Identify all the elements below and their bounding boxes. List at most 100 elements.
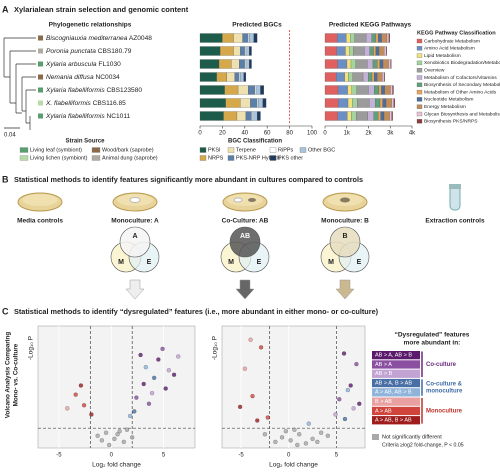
plot-area — [37, 325, 196, 449]
legend-label: PKS other — [278, 155, 303, 161]
legend-swatch — [416, 104, 423, 109]
point — [258, 345, 264, 350]
strain-id: FL1030 — [98, 61, 121, 68]
venn-label: M — [228, 259, 234, 266]
bar-segment — [377, 72, 383, 82]
bar-segment — [390, 85, 393, 95]
bar-segment — [222, 33, 234, 43]
source-swatch — [38, 61, 43, 67]
panel-title: Statistical methods to identify “dysregu… — [14, 307, 379, 316]
side-label: Volcano Analysis Comparing — [5, 332, 12, 419]
bar-segment — [379, 98, 383, 108]
strain-name: Poronia punctata — [46, 48, 96, 55]
point — [89, 412, 94, 417]
point — [152, 375, 157, 380]
bar-segment — [368, 72, 373, 82]
legend-label: Biosynthesis of Secondary Metabolites — [424, 82, 500, 88]
down-arrow — [235, 279, 255, 300]
strain-id: NC1011 — [106, 113, 130, 120]
bar-segment — [356, 111, 368, 121]
point — [348, 383, 353, 388]
strain-id: CBS116.85 — [93, 100, 127, 107]
phylo-tree — [3, 37, 36, 130]
x-tick-label: -5 — [56, 453, 62, 459]
point — [354, 362, 359, 367]
point — [319, 430, 324, 435]
legend-swatch — [19, 147, 29, 153]
x-tick-label: 4k — [409, 131, 416, 137]
legend-swatch — [372, 406, 420, 416]
bar-segment — [252, 111, 258, 121]
point — [342, 416, 348, 422]
legend-swatch — [416, 60, 423, 66]
bar-segment — [324, 33, 338, 43]
culture-label: Extraction controls — [425, 218, 485, 225]
bar-segment — [239, 59, 245, 69]
legend-swatch — [416, 82, 423, 87]
bar-segment — [382, 59, 389, 69]
point — [149, 391, 155, 396]
bar-segment — [324, 46, 337, 56]
point — [81, 403, 87, 408]
bar-segment — [375, 33, 379, 43]
point — [146, 401, 152, 406]
strain-id: NC0034 — [96, 74, 121, 81]
bar-segment — [324, 59, 338, 69]
bar-segment — [346, 59, 352, 69]
panel-title: Statistical methods to identify features… — [14, 175, 363, 184]
legend-swatch — [199, 155, 207, 161]
bar-segment — [369, 46, 374, 56]
legend-swatch — [416, 68, 423, 73]
point — [163, 386, 168, 391]
bar-segment — [385, 46, 387, 56]
bar-segment — [231, 59, 240, 69]
bar-segment — [223, 111, 238, 121]
legend-swatch — [372, 369, 420, 378]
point — [171, 372, 177, 377]
point — [95, 433, 100, 438]
point — [238, 404, 243, 409]
legend-title: “Dysregulated” features — [395, 332, 470, 339]
legend-label: B > AB — [375, 399, 392, 405]
point — [315, 439, 320, 444]
source-swatch — [38, 87, 43, 93]
bar-segment — [373, 111, 379, 121]
x-tick-label: 0 — [110, 453, 114, 459]
bar-segment — [240, 72, 244, 82]
legend-label: Carbohydrate Metabolism — [424, 38, 480, 44]
point — [242, 366, 247, 371]
culture-dishes — [17, 184, 461, 212]
strain-name: Xylaria arbuscula — [45, 61, 97, 68]
strain-name: Nemania diffusa — [46, 74, 94, 81]
legend-label: Not significantly different — [382, 434, 442, 440]
legend-swatch — [372, 351, 420, 360]
y-axis-label: -Log₁₀ P — [28, 336, 35, 360]
point — [325, 433, 330, 438]
bar-segment — [258, 98, 263, 108]
venn-label: B — [342, 233, 347, 240]
bar-segment — [236, 111, 247, 121]
point — [103, 430, 109, 435]
bar-segment — [244, 59, 247, 69]
bar-segment — [350, 59, 356, 69]
group-label: Monoculture — [426, 408, 463, 414]
group-label: monoculture — [426, 389, 463, 395]
bar-segment — [388, 59, 391, 69]
legend-swatch — [199, 147, 207, 153]
point — [117, 429, 122, 434]
point — [357, 401, 362, 406]
bar-segment — [344, 72, 349, 82]
legend-swatch — [416, 75, 423, 80]
bar-segment — [384, 46, 387, 56]
legend-swatch — [227, 147, 235, 153]
bar-segment — [378, 85, 382, 95]
bar-segment — [371, 33, 377, 43]
legend-swatch — [269, 155, 277, 161]
bar-segment — [199, 59, 220, 69]
bar-segment — [249, 59, 252, 69]
legend-label: NRPS — [208, 155, 224, 161]
down-arrow — [335, 279, 355, 300]
side-label: Mono- vs. Co-culture — [13, 343, 20, 406]
venn-label: AB — [240, 233, 250, 240]
column-header: Predicted BGCs — [232, 22, 282, 29]
